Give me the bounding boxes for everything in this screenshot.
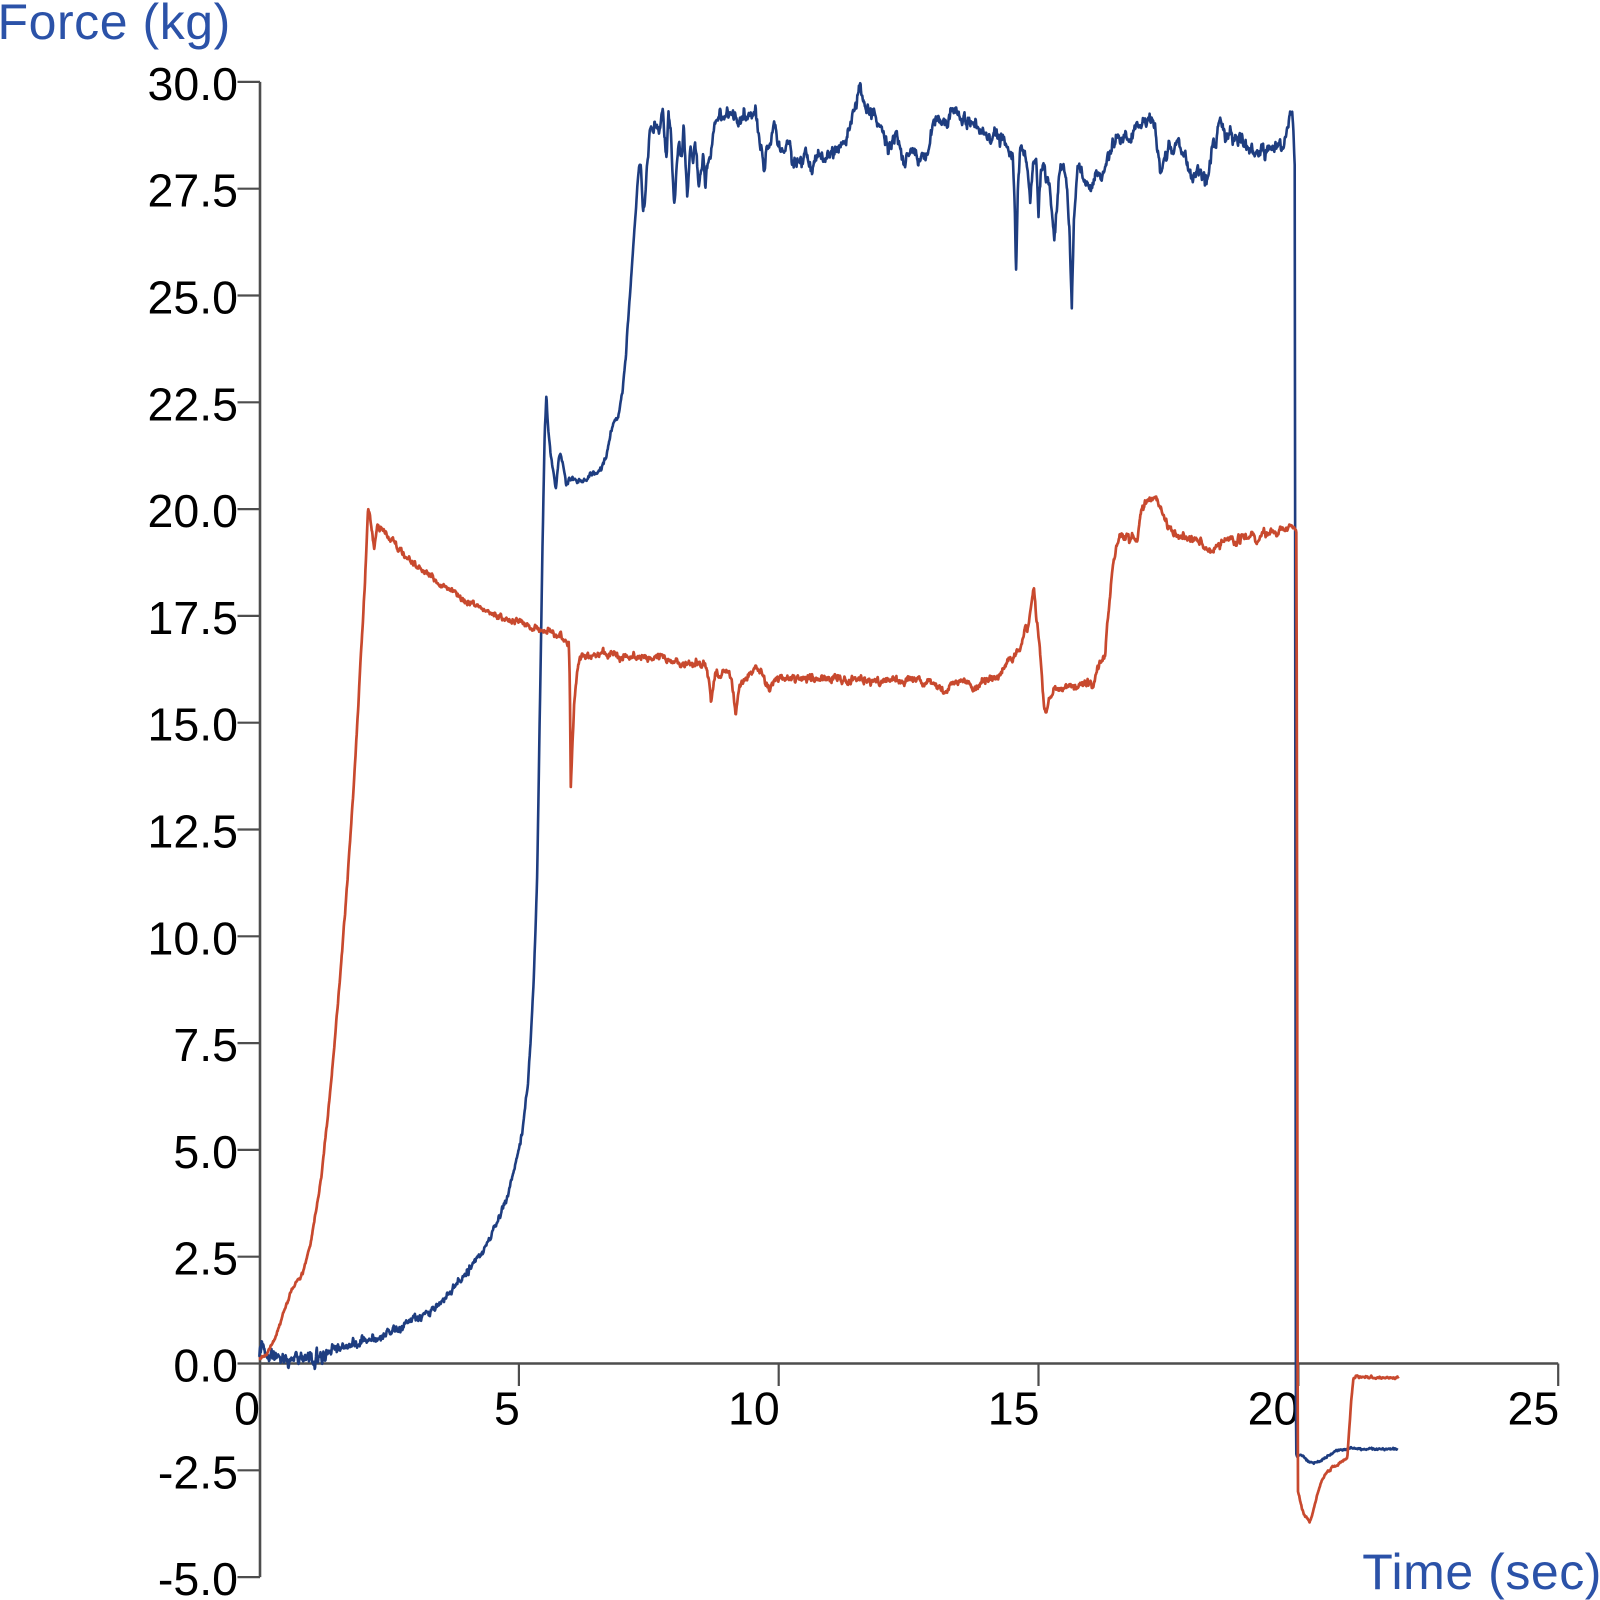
svg-text:2.5: 2.5 bbox=[173, 1233, 238, 1285]
svg-text:17.5: 17.5 bbox=[147, 592, 238, 644]
svg-text:Force (kg): Force (kg) bbox=[0, 0, 231, 50]
svg-text:12.5: 12.5 bbox=[147, 806, 238, 858]
svg-text:-5.0: -5.0 bbox=[158, 1553, 238, 1600]
svg-text:10: 10 bbox=[728, 1383, 780, 1435]
svg-text:15.0: 15.0 bbox=[147, 699, 238, 751]
svg-text:30.0: 30.0 bbox=[147, 58, 238, 110]
svg-text:20.0: 20.0 bbox=[147, 485, 238, 537]
svg-text:27.5: 27.5 bbox=[147, 165, 238, 217]
svg-text:20: 20 bbox=[1248, 1383, 1300, 1435]
svg-text:5: 5 bbox=[494, 1383, 520, 1435]
svg-text:-2.5: -2.5 bbox=[158, 1446, 238, 1498]
svg-text:25: 25 bbox=[1507, 1383, 1559, 1435]
svg-text:0: 0 bbox=[234, 1383, 260, 1435]
svg-text:25.0: 25.0 bbox=[147, 272, 238, 324]
svg-text:0.0: 0.0 bbox=[173, 1340, 238, 1392]
svg-text:Time (sec): Time (sec) bbox=[1362, 1544, 1600, 1600]
svg-text:22.5: 22.5 bbox=[147, 378, 238, 430]
svg-text:10.0: 10.0 bbox=[147, 912, 238, 964]
svg-text:15: 15 bbox=[988, 1383, 1040, 1435]
svg-text:5.0: 5.0 bbox=[173, 1126, 238, 1178]
svg-text:7.5: 7.5 bbox=[173, 1019, 238, 1071]
